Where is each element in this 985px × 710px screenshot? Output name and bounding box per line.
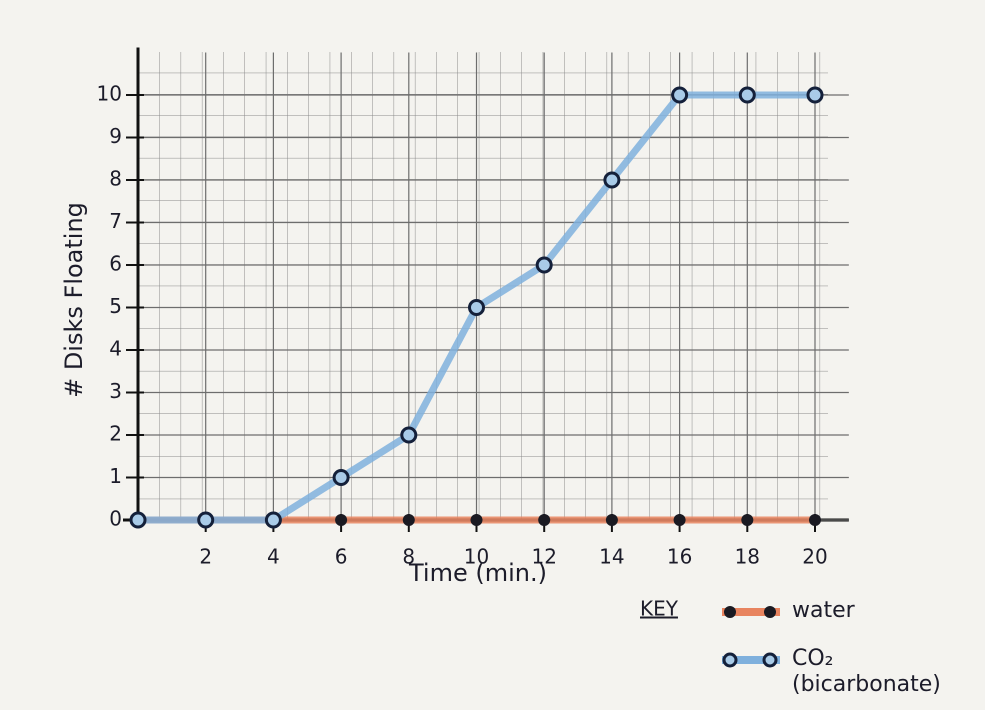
legend-label: CO₂ (bicarbonate) <box>792 646 967 698</box>
page: 0123456789102468101214161820 # Disks Flo… <box>0 0 985 710</box>
x-tick-label: 20 <box>802 545 827 569</box>
x-tick-label: 2 <box>199 545 212 569</box>
data-point <box>606 514 618 526</box>
data-point <box>740 88 754 102</box>
data-point <box>470 301 484 315</box>
x-tick-label: 6 <box>335 545 348 569</box>
legend-marker <box>724 606 736 618</box>
data-point <box>605 173 619 187</box>
y-tick-label: 1 <box>109 464 122 488</box>
data-point <box>199 513 213 527</box>
y-tick-label: 2 <box>109 422 122 446</box>
y-tick-label: 0 <box>109 507 122 531</box>
y-tick-label: 9 <box>109 124 122 148</box>
data-point <box>334 471 348 485</box>
graph-paper <box>138 52 828 520</box>
data-point <box>809 514 821 526</box>
x-tick-label: 16 <box>667 545 692 569</box>
data-point <box>266 513 280 527</box>
x-tick-label: 18 <box>735 545 760 569</box>
data-point <box>538 514 550 526</box>
x-tick-label: 14 <box>599 545 624 569</box>
y-axis-label: # Disks Floating <box>60 202 88 398</box>
data-point <box>402 428 416 442</box>
data-point <box>673 88 687 102</box>
data-point <box>471 514 483 526</box>
data-point <box>537 258 551 272</box>
y-tick-label: 8 <box>109 167 122 191</box>
legend-label: water <box>792 598 972 624</box>
legend-marker <box>764 606 776 618</box>
legend-title: KEY <box>640 597 679 621</box>
data-point <box>741 514 753 526</box>
legend-marker <box>724 654 736 666</box>
data-point <box>131 513 145 527</box>
y-tick-label: 6 <box>109 252 122 276</box>
y-tick-label: 5 <box>109 294 122 318</box>
data-point <box>674 514 686 526</box>
data-point <box>403 514 415 526</box>
y-tick-label: 3 <box>109 379 122 403</box>
x-tick-label: 4 <box>267 545 280 569</box>
y-tick-label: 10 <box>97 82 122 106</box>
y-tick-label: 7 <box>109 209 122 233</box>
x-axis-label: Time (min.) <box>408 559 547 587</box>
data-point <box>808 88 822 102</box>
data-point <box>335 514 347 526</box>
legend-marker <box>764 654 776 666</box>
y-tick-label: 4 <box>109 337 122 361</box>
